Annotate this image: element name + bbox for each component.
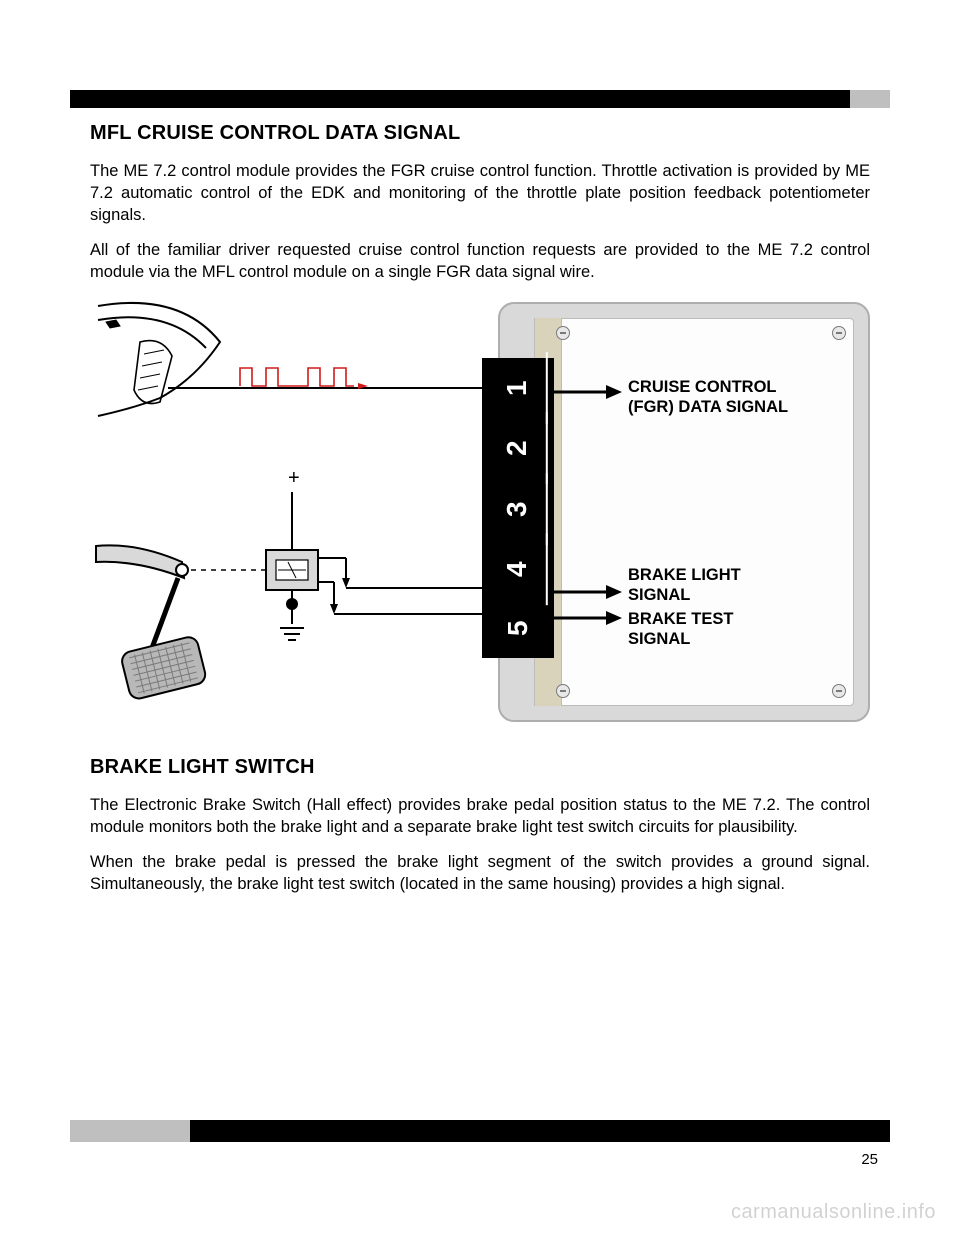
- label-line: (FGR) DATA SIGNAL: [628, 398, 788, 416]
- left-illustration: +: [90, 298, 490, 738]
- control-module: 1 2 3 4 5 CRUISE CONTROL (F: [498, 302, 870, 722]
- screw-icon: [832, 326, 846, 340]
- footer-rule-accent: [70, 1120, 190, 1142]
- page: MFL CRUISE CONTROL DATA SIGNAL The ME 7.…: [0, 0, 960, 1242]
- label-line: BRAKE LIGHT: [628, 566, 741, 584]
- pin-connector: 1 2 3 4 5: [482, 358, 554, 658]
- label-line: SIGNAL: [628, 586, 690, 604]
- paragraph: When the brake pedal is pressed the brak…: [90, 852, 870, 896]
- pin-5: 5: [489, 593, 547, 665]
- header-rule-accent: [850, 90, 890, 108]
- label-brake-test: BRAKE TEST SIGNAL: [628, 610, 733, 650]
- label-line: SIGNAL: [628, 630, 690, 648]
- signal-diagram: +: [90, 298, 870, 738]
- header-rule: [70, 90, 890, 108]
- section-title-mfl: MFL CRUISE CONTROL DATA SIGNAL: [90, 122, 870, 145]
- content-area: MFL CRUISE CONTROL DATA SIGNAL The ME 7.…: [90, 122, 870, 1102]
- label-line: BRAKE TEST: [628, 610, 733, 628]
- watermark: carmanualsonline.info: [731, 1201, 936, 1224]
- label-line: CRUISE CONTROL: [628, 378, 777, 396]
- module-arrows: [554, 302, 674, 722]
- section-title-brake: BRAKE LIGHT SWITCH: [90, 756, 870, 779]
- page-number: 25: [861, 1151, 878, 1168]
- label-cruise-control: CRUISE CONTROL (FGR) DATA SIGNAL: [628, 378, 788, 418]
- paragraph: All of the familiar driver requested cru…: [90, 240, 870, 284]
- paragraph: The ME 7.2 control module provides the F…: [90, 161, 870, 226]
- paragraph: The Electronic Brake Switch (Hall effect…: [90, 795, 870, 839]
- screw-icon: [832, 684, 846, 698]
- footer-rule: [70, 1120, 890, 1142]
- plus-symbol: +: [288, 467, 300, 489]
- label-brake-light: BRAKE LIGHT SIGNAL: [628, 566, 741, 606]
